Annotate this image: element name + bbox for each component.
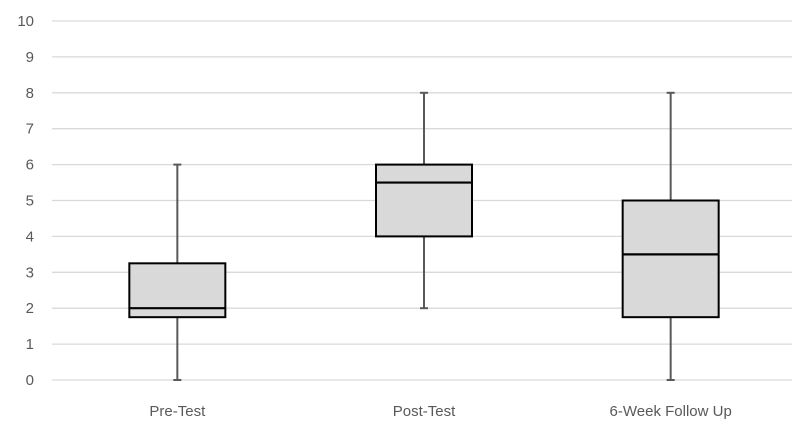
y-tick-label-5: 5 [26,193,34,210]
y-tick-label-2: 2 [26,300,34,317]
y-tick-label-10: 10 [17,13,34,30]
y-tick-label-1: 1 [26,336,34,353]
boxes [128,91,720,381]
iqr-box [621,199,720,319]
x-axis-category-labels: Pre-Test Post-Test 6-Week Follow Up [149,403,731,420]
x-category-label-pre-test: Pre-Test [149,403,206,420]
y-axis-tick-labels: 0 1 2 3 4 5 6 7 8 9 10 [17,13,34,389]
box-pre-test [128,163,227,381]
y-tick-label-6: 6 [26,157,34,174]
y-tick-label-0: 0 [26,372,34,389]
x-category-label-post-test: Post-Test [393,403,456,420]
iqr-box [375,163,473,238]
y-tick-label-3: 3 [26,264,34,281]
box-post-test [375,91,473,310]
x-category-label-6-week-follow-up: 6-Week Follow Up [610,403,732,420]
y-tick-label-4: 4 [26,228,34,245]
y-tick-label-8: 8 [26,85,34,102]
box-6-week-follow-up [621,91,720,381]
y-tick-label-9: 9 [26,49,34,66]
y-tick-label-7: 7 [26,121,34,138]
